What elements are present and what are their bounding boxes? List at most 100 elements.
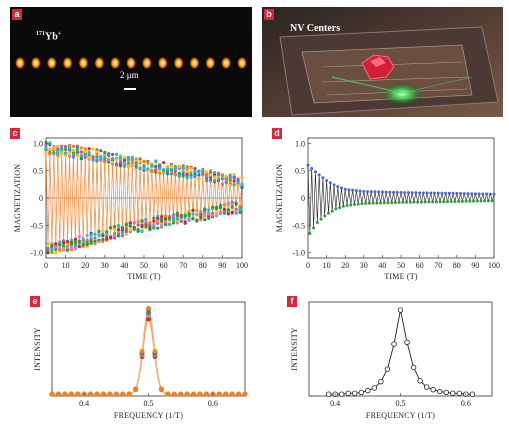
data-point <box>73 240 77 244</box>
data-point <box>212 170 217 175</box>
ion-dot <box>205 56 216 70</box>
data-point <box>351 188 355 192</box>
data-point <box>419 200 423 204</box>
data-point <box>349 203 353 207</box>
data-point <box>216 177 221 181</box>
data-point <box>134 164 138 168</box>
data-point <box>240 176 244 180</box>
data-point <box>240 182 244 187</box>
data-point <box>483 199 487 203</box>
data-point <box>317 173 321 177</box>
data-point <box>211 205 215 209</box>
data-point <box>118 160 123 164</box>
data-point <box>226 208 230 212</box>
data-point <box>79 146 83 150</box>
data-point <box>222 202 226 207</box>
data-point <box>103 150 107 154</box>
data-point <box>124 222 128 227</box>
x-tick-label: 0.6 <box>461 399 471 408</box>
data-point <box>197 173 201 177</box>
data-point <box>336 185 340 189</box>
data-point <box>134 157 138 161</box>
data-point <box>205 174 209 179</box>
data-point <box>142 159 146 164</box>
data-point <box>136 219 140 223</box>
data-point <box>230 202 234 206</box>
data-point <box>177 164 181 169</box>
data-point <box>126 157 130 162</box>
data-point <box>50 246 54 251</box>
ion-dot <box>109 56 121 70</box>
y-tick-label: 0 <box>39 194 43 203</box>
data-point <box>107 158 111 163</box>
data-point <box>71 148 76 153</box>
data-point <box>75 148 79 152</box>
data-point <box>218 210 223 214</box>
x-tick-label: 40 <box>378 261 386 270</box>
data-point <box>87 147 91 151</box>
data-point <box>466 192 470 196</box>
data-point <box>91 147 95 151</box>
data-point <box>187 218 191 223</box>
x-tick-label: 10 <box>62 261 70 270</box>
data-point <box>79 154 83 158</box>
y-tick-label: -0.5 <box>30 221 43 230</box>
data-point <box>120 234 125 238</box>
x-axis-label: TIME (T) <box>127 272 161 281</box>
data-point <box>111 161 115 165</box>
x-tick-label: 30 <box>360 261 368 270</box>
data-point <box>56 147 60 151</box>
data-point <box>195 213 199 217</box>
data-point <box>321 176 325 180</box>
x-tick-label: 70 <box>434 261 442 270</box>
x-tick-label: 80 <box>199 261 207 270</box>
data-point <box>109 235 113 239</box>
data-point <box>437 388 443 395</box>
data-point <box>195 210 199 215</box>
data-point <box>216 391 222 397</box>
data-point <box>138 160 142 164</box>
data-point <box>224 174 228 178</box>
data-point <box>432 191 436 195</box>
data-point <box>212 180 217 184</box>
data-point <box>62 241 66 245</box>
data-point <box>158 386 164 392</box>
data-point <box>377 190 381 194</box>
data-point <box>310 167 314 171</box>
data-point <box>345 203 349 207</box>
data-point <box>160 223 164 228</box>
data-point <box>156 219 160 223</box>
data-point <box>171 221 175 225</box>
ion-dot <box>30 56 42 70</box>
data-point <box>44 146 48 150</box>
data-point <box>238 207 242 211</box>
data-point <box>358 389 364 396</box>
ion-dots <box>14 56 248 70</box>
data-point <box>171 391 177 397</box>
data-point <box>191 212 195 216</box>
data-point <box>171 217 175 222</box>
data-point <box>169 164 174 168</box>
data-point <box>328 181 332 185</box>
data-point <box>160 219 164 223</box>
data-point <box>124 225 128 229</box>
data-point <box>199 215 203 219</box>
plot-frame <box>308 301 493 397</box>
data-point <box>77 244 81 249</box>
data-point <box>101 234 105 238</box>
x-tick-label: 40 <box>120 261 128 270</box>
data-point <box>169 167 174 171</box>
data-point <box>450 390 456 397</box>
data-point <box>228 180 232 184</box>
data-point <box>48 147 52 151</box>
data-point <box>114 152 119 156</box>
x-tick-label: 0.4 <box>79 399 89 408</box>
x-tick-label: 0 <box>306 261 310 270</box>
data-point <box>388 190 392 194</box>
data-point <box>107 391 113 397</box>
data-point <box>201 171 205 175</box>
data-point <box>229 391 235 397</box>
data-point <box>242 391 248 397</box>
data-point <box>193 174 197 179</box>
data-point <box>179 214 183 219</box>
